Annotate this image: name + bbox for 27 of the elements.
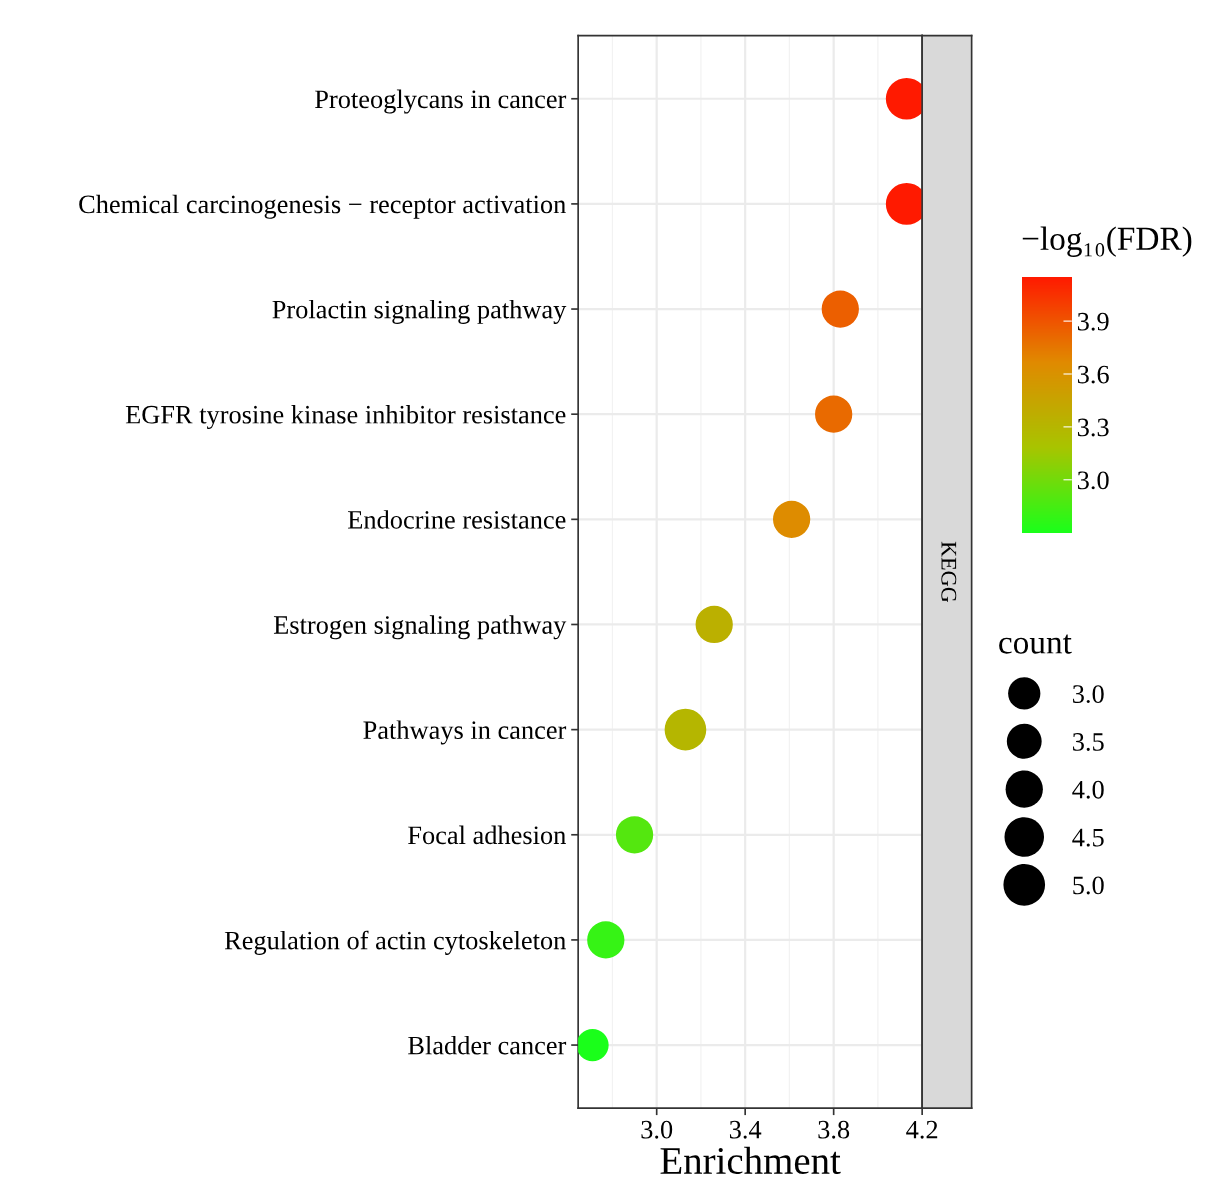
- y-tick-label: Chemical carcinogenesis − receptor activation: [79, 194, 566, 219]
- x-tick-label: 4.2: [906, 1120, 938, 1139]
- color-bar-title: −log₁₀(FDR): [1022, 226, 1192, 257]
- y-tick-label: Regulation of actin cytoskeleton: [224, 930, 566, 955]
- legend-label: 4.5: [1072, 828, 1104, 847]
- legend-label: 3.5: [1073, 733, 1104, 751]
- color-bar-label: 3.9: [1077, 312, 1109, 331]
- x-tick-label: 3.0: [641, 1120, 673, 1139]
- legend-label: 3.0: [1073, 685, 1104, 704]
- y-tick-label: Focal adhesion: [408, 825, 566, 845]
- legend-label: 5.0: [1073, 876, 1104, 895]
- y-tick-label: Bladder cancer: [408, 1035, 567, 1055]
- color-bar-label: 3.6: [1077, 365, 1109, 384]
- y-tick-label: Pathways in cancer: [363, 720, 567, 745]
- y-tick-label: Endocrine resistance: [348, 510, 566, 529]
- y-tick-label: Estrogen signaling pathway: [273, 615, 567, 640]
- y-tick-label: Proteoglycans in cancer: [315, 89, 567, 114]
- legend-label: 4.0: [1072, 780, 1104, 799]
- color-bar-label: 3.3: [1077, 418, 1109, 437]
- x-axis-title: Enrichment: [660, 1146, 841, 1175]
- color-bar-label: 3.0: [1077, 471, 1109, 490]
- y-tick-label: EGFR tyrosine kinase inhibitor resistance: [125, 405, 566, 430]
- y-tick-label: Prolactin signaling pathway: [272, 299, 567, 324]
- text: KEGG: [941, 541, 957, 603]
- x-tick-label: 3.8: [818, 1120, 850, 1139]
- legend-title: count: [999, 634, 1072, 654]
- x-tick-label: 3.4: [729, 1120, 762, 1139]
